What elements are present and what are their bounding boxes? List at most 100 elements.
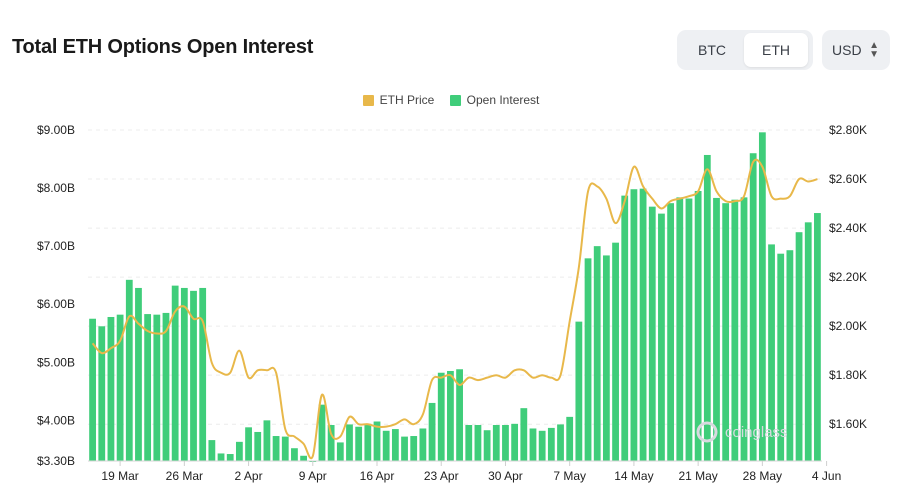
- oi-bar[interactable]: [584, 258, 592, 461]
- oi-bar[interactable]: [180, 287, 188, 461]
- right-tick-label: $2.20K: [829, 270, 867, 284]
- legend-open-interest[interactable]: Open Interest: [449, 93, 539, 107]
- oi-bar[interactable]: [447, 370, 454, 461]
- oi-bar[interactable]: [235, 441, 243, 461]
- oi-bar[interactable]: [171, 285, 179, 461]
- oi-bar[interactable]: [199, 287, 207, 461]
- eth-price-line[interactable]: [91, 158, 818, 460]
- right-tick-label: $1.60K: [829, 417, 867, 431]
- oi-bar[interactable]: [566, 416, 574, 461]
- oi-bar[interactable]: [492, 425, 500, 461]
- oi-bar[interactable]: [318, 404, 326, 461]
- oi-bar[interactable]: [364, 423, 372, 461]
- oi-bar[interactable]: [529, 428, 537, 461]
- oi-bar[interactable]: [272, 436, 280, 461]
- eth-tab[interactable]: ETH: [744, 33, 808, 67]
- oi-bar[interactable]: [520, 408, 528, 461]
- oi-bar[interactable]: [685, 198, 693, 461]
- oi-bar[interactable]: [346, 424, 353, 461]
- x-tick-label: 26 Mar: [166, 469, 203, 483]
- oi-bar[interactable]: [694, 190, 702, 461]
- oi-bar[interactable]: [153, 314, 161, 461]
- oi-bar[interactable]: [658, 213, 665, 461]
- oi-bar[interactable]: [125, 279, 133, 461]
- oi-bar[interactable]: [768, 244, 775, 461]
- oi-bar[interactable]: [602, 255, 610, 461]
- x-tick-label: 14 May: [614, 469, 653, 483]
- oi-bar[interactable]: [639, 188, 647, 461]
- oi-bar[interactable]: [502, 425, 509, 461]
- oi-bar[interactable]: [740, 197, 748, 462]
- oi-bar[interactable]: [630, 189, 638, 462]
- oi-bar[interactable]: [538, 430, 546, 461]
- oi-bar[interactable]: [217, 453, 225, 461]
- oi-bar[interactable]: [777, 253, 785, 461]
- oi-bar[interactable]: [254, 431, 262, 461]
- oi-bar[interactable]: [557, 424, 564, 461]
- legend-eth-price[interactable]: ETH Price: [362, 93, 434, 107]
- oi-bar[interactable]: [547, 427, 555, 461]
- oi-bar[interactable]: [593, 246, 601, 461]
- oi-bar[interactable]: [713, 197, 720, 461]
- oi-bar[interactable]: [511, 423, 519, 461]
- oi-bar[interactable]: [465, 425, 473, 461]
- oi-bar[interactable]: [814, 213, 821, 461]
- currency-label: USD: [832, 42, 862, 58]
- legend-swatch-oi: [449, 94, 461, 106]
- oi-bar[interactable]: [190, 290, 197, 461]
- oi-bar[interactable]: [437, 372, 445, 461]
- oi-bar[interactable]: [355, 426, 363, 461]
- chart-legend: ETH Price Open Interest: [0, 93, 902, 109]
- oi-bar[interactable]: [89, 318, 96, 461]
- oi-bar[interactable]: [162, 312, 170, 461]
- oi-bar[interactable]: [382, 430, 390, 461]
- oi-bar[interactable]: [612, 242, 619, 461]
- oi-bar[interactable]: [795, 232, 803, 461]
- oi-bar[interactable]: [144, 314, 152, 461]
- oi-bar[interactable]: [291, 448, 298, 461]
- oi-bar[interactable]: [758, 132, 766, 461]
- btc-tab[interactable]: BTC: [698, 42, 726, 58]
- right-tick-label: $2.80K: [829, 123, 867, 137]
- oi-bar[interactable]: [749, 153, 757, 462]
- oi-bar[interactable]: [245, 427, 252, 461]
- x-axis: 19 Mar 26 Mar 2 Apr 9 Apr 16 Apr 23 Apr 30 Apr…: [101, 461, 841, 483]
- oi-bar[interactable]: [327, 425, 335, 461]
- oi-bar[interactable]: [731, 199, 739, 461]
- oi-bar[interactable]: [410, 436, 418, 461]
- oi-bar[interactable]: [456, 369, 463, 461]
- oi-bar[interactable]: [676, 197, 684, 462]
- oi-bar[interactable]: [703, 154, 711, 461]
- right-tick-label: $2.60K: [829, 172, 867, 186]
- oi-bar[interactable]: [667, 203, 675, 462]
- x-tick-label: 16 Apr: [360, 469, 395, 483]
- oi-bar[interactable]: [804, 222, 812, 461]
- oi-bar[interactable]: [116, 314, 124, 461]
- oi-bar[interactable]: [621, 195, 629, 461]
- oi-bar[interactable]: [226, 454, 234, 461]
- oi-bar[interactable]: [208, 440, 216, 461]
- currency-select[interactable]: USD ▲ ▼: [822, 30, 890, 70]
- oi-bar[interactable]: [300, 455, 308, 461]
- oi-bar[interactable]: [263, 420, 271, 461]
- left-tick-label: $4.00B: [37, 413, 75, 427]
- x-tick-label: 4 Jun: [812, 469, 841, 483]
- oi-bar[interactable]: [722, 203, 730, 462]
- oi-bar[interactable]: [373, 421, 381, 461]
- oi-bar[interactable]: [401, 436, 408, 461]
- oi-bar[interactable]: [648, 206, 656, 461]
- oi-bar[interactable]: [391, 429, 399, 461]
- oi-bar[interactable]: [281, 436, 289, 461]
- oi-bar[interactable]: [428, 402, 436, 461]
- oi-bar[interactable]: [419, 428, 427, 461]
- oi-bar[interactable]: [135, 287, 142, 461]
- oi-bar[interactable]: [474, 425, 482, 461]
- oi-bar[interactable]: [336, 442, 344, 461]
- oi-bar[interactable]: [107, 316, 115, 461]
- oi-bar[interactable]: [98, 326, 106, 461]
- oi-bar[interactable]: [483, 430, 491, 461]
- x-tick-label: 9 Apr: [299, 469, 327, 483]
- oi-bar[interactable]: [575, 321, 583, 461]
- oi-bar[interactable]: [786, 250, 794, 461]
